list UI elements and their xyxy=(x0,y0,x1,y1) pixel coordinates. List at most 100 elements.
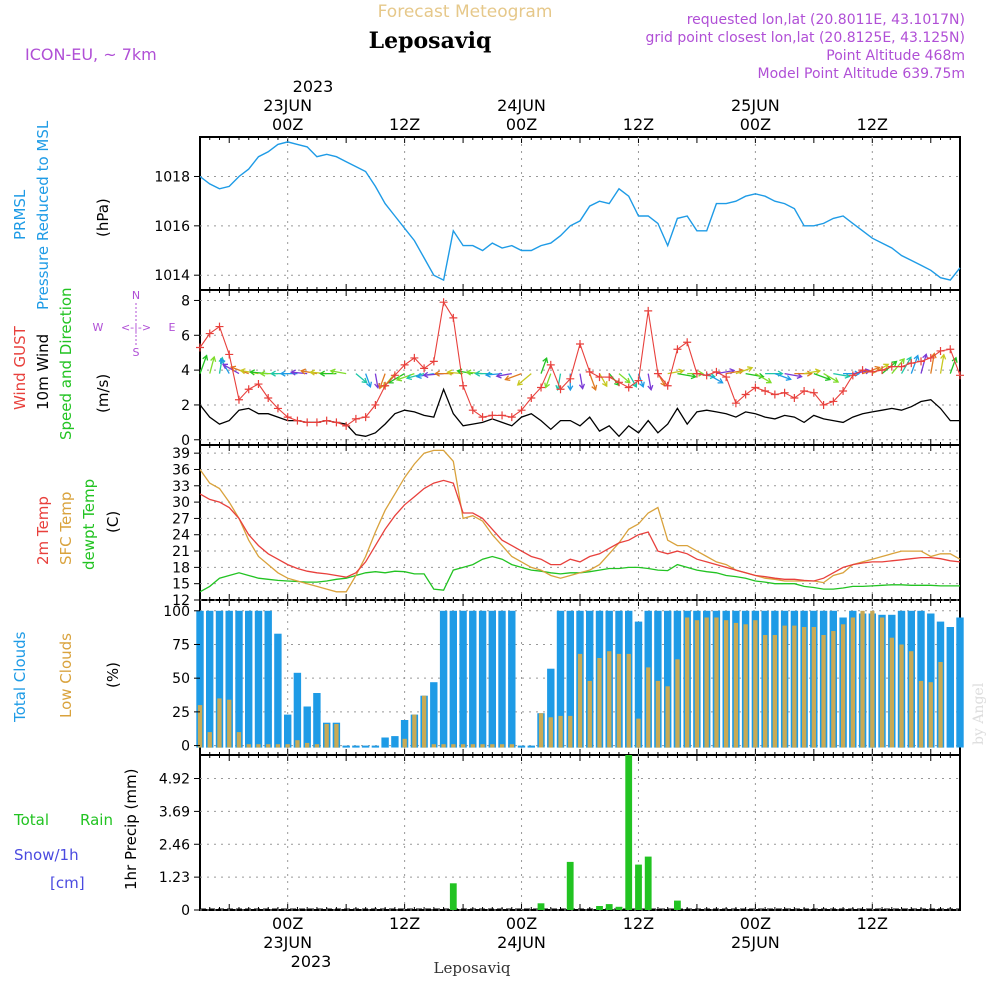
low-cloud-bar xyxy=(870,610,875,748)
total-cloud-bar xyxy=(342,745,350,748)
low-cloud-bar xyxy=(441,744,446,748)
low-cloud-bar xyxy=(402,738,407,748)
wind-arrow xyxy=(677,372,696,378)
wind-arrow-head xyxy=(717,378,724,384)
wind-gust-point xyxy=(312,418,321,427)
wind-gust-line xyxy=(199,300,961,427)
y-tick-label: 100 xyxy=(163,604,190,620)
wind-gust-point xyxy=(858,366,867,375)
total-cloud-bar xyxy=(196,610,204,748)
wind-gust-point xyxy=(410,353,419,362)
clouds-unit: (%) xyxy=(104,662,122,688)
precip-bar xyxy=(625,755,633,910)
wind-arrow xyxy=(726,369,744,375)
temp-2m-label: 2m Temp xyxy=(34,496,52,565)
low-cloud-bar xyxy=(675,659,680,748)
low-cloud-bar xyxy=(460,744,466,748)
snow-unit-label: [cm] xyxy=(50,874,85,892)
wind-gust-point xyxy=(254,380,263,389)
top-hour-label: 00Z xyxy=(740,115,771,134)
low-cloud-bar xyxy=(577,653,583,748)
y-tick-label: 30 xyxy=(172,495,190,511)
total-cloud-bar xyxy=(634,621,643,748)
model-label: ICON-EU, ~ 7km xyxy=(25,45,157,64)
wind-gust-point xyxy=(897,362,906,371)
wind-arrow-head xyxy=(899,357,905,364)
low-cloud-bar xyxy=(548,717,553,748)
low-cloud-bar xyxy=(831,631,836,748)
y-tick-label: 1.23 xyxy=(159,870,190,886)
wind-arrow-head xyxy=(678,368,685,375)
low-cloud-bar xyxy=(490,744,495,748)
wind-10m-label: 10m Wind xyxy=(34,334,52,410)
low-cloud-bar xyxy=(314,744,320,748)
wind-gust-point xyxy=(819,400,828,409)
wind-arrow-head xyxy=(474,370,481,377)
wind-arrow-head xyxy=(329,368,336,375)
wind-arrow-head xyxy=(638,381,645,389)
wind-gust-point xyxy=(576,339,584,348)
wind-arrow-head xyxy=(542,357,549,364)
total-cloud-bar xyxy=(556,610,565,748)
low-cloud-bar xyxy=(207,732,212,748)
wind-gust-point xyxy=(868,367,877,376)
wind-gust-point xyxy=(556,385,565,394)
low-cloud-bar xyxy=(665,686,670,748)
compass-we: <-|-> xyxy=(121,321,151,334)
wind-gust-point xyxy=(303,418,312,427)
total-cloud-bar xyxy=(284,714,292,748)
wind-arrow xyxy=(774,372,791,380)
wind-arrow-head xyxy=(709,372,716,380)
wind-arrow-head xyxy=(221,363,229,370)
wind-gust-point xyxy=(595,373,604,382)
wind-gust-point xyxy=(468,406,477,415)
wind-gust-point xyxy=(283,413,292,422)
y-tick-label: 25 xyxy=(172,705,190,721)
wind-gust-point xyxy=(293,416,302,425)
cloud-plot xyxy=(196,610,964,748)
y-tick-label: 2 xyxy=(181,398,190,414)
wind-gust-point xyxy=(614,378,623,387)
total-cloud-bar xyxy=(946,627,954,748)
wind-arrow-head xyxy=(833,377,840,383)
pressure-unit: (hPa) xyxy=(94,198,112,237)
wind-arrow-head xyxy=(631,381,638,388)
wind-gust-point xyxy=(546,360,555,369)
wind-arrow-head xyxy=(824,375,832,382)
wind-gust-point xyxy=(722,373,731,382)
y-tick-label: 50 xyxy=(172,671,190,687)
pressure-label-2: Pressure Reduced to MSL xyxy=(34,120,52,310)
wind-arrow xyxy=(557,373,562,390)
low-cloud-bar xyxy=(685,617,690,748)
wind-arrow-head xyxy=(422,371,429,379)
wind-arrow-head xyxy=(913,354,920,361)
low-cloud-bar xyxy=(646,667,651,748)
chart-title: Forecast Meteogram xyxy=(378,2,553,22)
rain-label: Rain xyxy=(80,811,113,829)
wind-gust-point xyxy=(566,374,575,383)
wind-arrow-head xyxy=(567,385,574,392)
low-cloud-bar xyxy=(607,651,612,748)
low-cloud-bar xyxy=(704,617,709,748)
pressure-label-1: PRMSL xyxy=(11,189,29,240)
y-tick-label: 36 xyxy=(172,462,190,478)
total-cloud-bar xyxy=(313,693,321,748)
wind-gust-point xyxy=(439,298,448,307)
low-cloud-bar xyxy=(918,680,924,748)
total-cloud-bar xyxy=(566,610,574,748)
wind-arrow-head xyxy=(446,369,453,376)
wind-gust-point xyxy=(420,364,429,373)
total-cloud-bar xyxy=(400,720,409,748)
wind-gust-point xyxy=(761,387,770,396)
wind-gust-point xyxy=(215,322,224,331)
wind-arrow xyxy=(406,372,425,379)
top-hour-label: 00Z xyxy=(272,115,303,134)
wind-arrow xyxy=(222,363,240,375)
sfc-temp-line xyxy=(199,449,961,593)
wind-labels: Wind GUST 10m Wind Speed and Direction (… xyxy=(11,287,176,440)
low-cloud-bar xyxy=(811,627,816,748)
total-cloud-bar xyxy=(498,610,506,748)
low-cloud-bar xyxy=(714,617,719,748)
precip-bar xyxy=(615,906,623,910)
total-cloud-bar xyxy=(293,672,302,748)
